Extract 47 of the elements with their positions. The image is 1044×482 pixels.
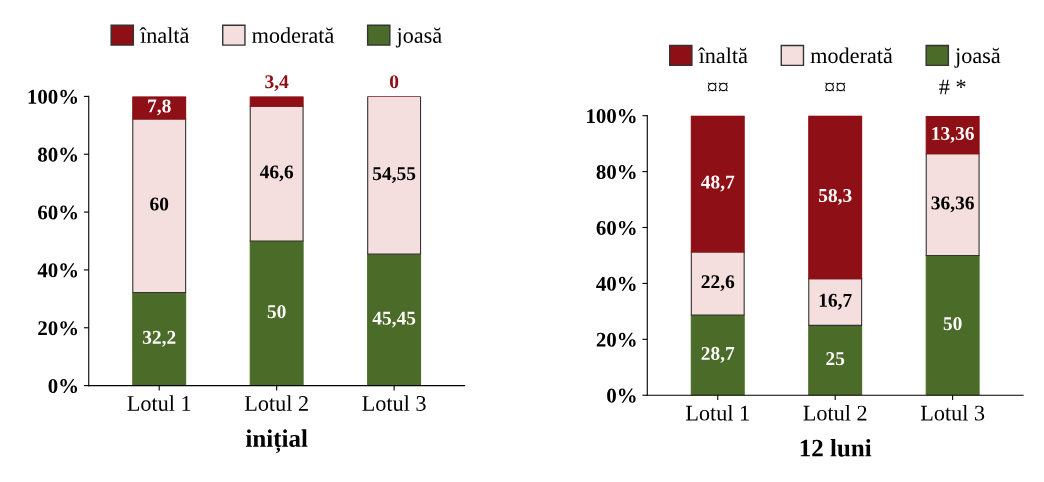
legend-label: înaltă (139, 27, 190, 43)
data-label: 58,3 (818, 188, 852, 205)
annotation: # * (939, 79, 966, 95)
x-tick-label: Lotul 3 (362, 395, 426, 411)
annotation: ¤¤ (707, 82, 728, 92)
data-label: 7,8 (148, 99, 171, 116)
x-axis-title: 12 luni (800, 439, 872, 457)
x-tick-label: Lotul 2 (244, 395, 308, 411)
y-tick-label: 20% (596, 332, 636, 347)
data-label: 3,4 (265, 75, 289, 92)
data-label: 0 (389, 75, 399, 89)
legend-label: joasă (954, 47, 1001, 68)
legend-label: joasă (395, 27, 442, 48)
data-label: 16,7 (819, 293, 852, 310)
legend-label: moderată (252, 27, 334, 43)
x-tick-label: Lotul 3 (920, 404, 985, 421)
data-label: 50 (943, 317, 962, 331)
y-tick-label: 100% (28, 89, 78, 104)
data-label: 22,6 (701, 275, 735, 292)
data-label: 28,7 (701, 346, 735, 363)
data-label: 54,55 (373, 167, 416, 183)
legend-label: înaltă (698, 47, 748, 64)
x-tick-label: Lotul 1 (127, 395, 191, 411)
data-label: 36,36 (931, 196, 974, 213)
annotation: ¤¤ (825, 82, 846, 92)
y-tick-label: 0% (607, 388, 636, 403)
y-tick-label: 40% (37, 263, 78, 278)
x-axis-title: inițial (245, 429, 308, 454)
data-label: 25 (826, 352, 845, 366)
data-label: 45,45 (372, 311, 416, 328)
data-label: 32,2 (142, 330, 176, 347)
y-tick-label: 60% (596, 220, 636, 236)
y-tick-label: 100% (587, 109, 636, 124)
data-label: 46,6 (259, 165, 294, 182)
data-label: 13,36 (932, 126, 974, 143)
y-tick-label: 0% (48, 378, 78, 394)
data-label: 48,7 (701, 175, 735, 192)
x-tick-label: Lotul 2 (803, 404, 867, 421)
data-label: 60 (150, 197, 169, 211)
y-tick-label: 40% (596, 276, 636, 291)
legend-label: moderată (810, 47, 893, 64)
x-tick-label: Lotul 1 (685, 404, 749, 421)
data-label: 50 (267, 305, 286, 319)
y-tick-label: 80% (596, 164, 636, 180)
y-tick-label: 20% (38, 321, 78, 336)
y-tick-label: 60% (38, 205, 78, 220)
y-tick-label: 80% (38, 147, 78, 162)
